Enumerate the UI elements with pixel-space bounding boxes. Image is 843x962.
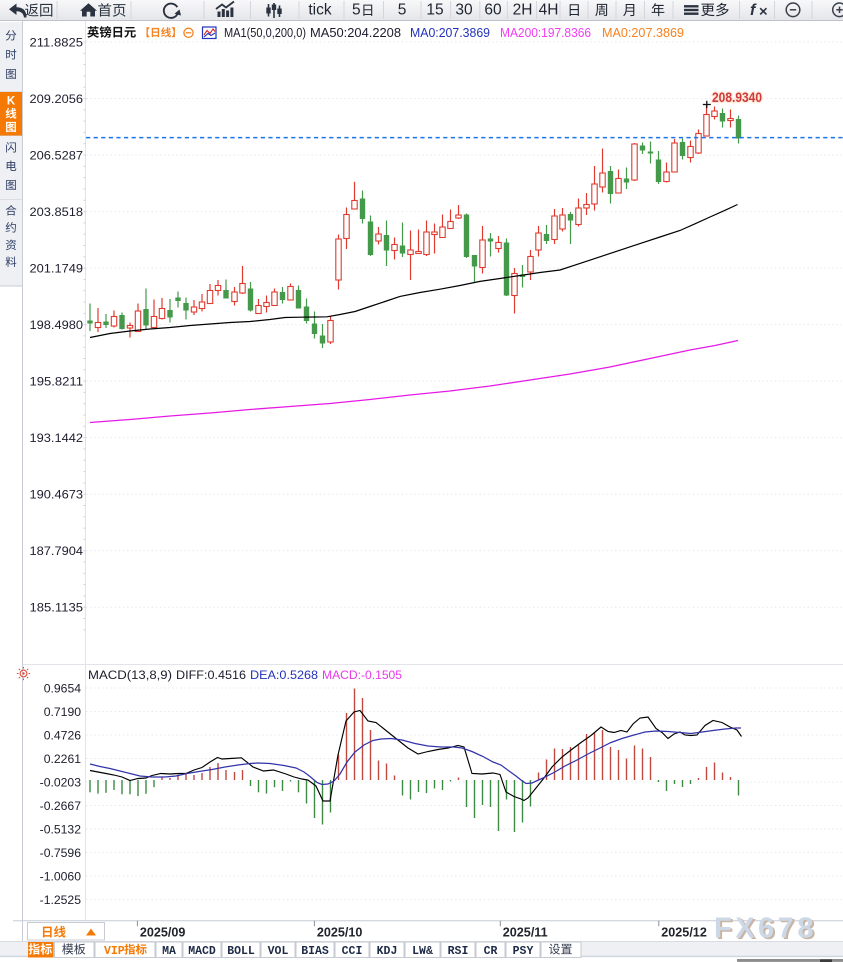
svg-text:MA: MA: [162, 945, 176, 958]
svg-text:187.7904: 187.7904: [30, 544, 84, 558]
svg-text:MA200:197.8366: MA200:197.8366: [500, 26, 591, 40]
svg-text:195.8211: 195.8211: [30, 374, 84, 388]
svg-text:5: 5: [352, 2, 361, 19]
svg-text:MA50:204.2208: MA50:204.2208: [310, 26, 401, 40]
svg-text:0.7190: 0.7190: [44, 705, 81, 719]
svg-text:RSI: RSI: [448, 945, 469, 958]
svg-text:MA1(50,0,200,0): MA1(50,0,200,0): [224, 26, 306, 40]
svg-text:MA0:207.3869: MA0:207.3869: [602, 26, 684, 40]
svg-text:206.5287: 206.5287: [30, 148, 84, 162]
svg-text:tick: tick: [308, 2, 332, 19]
svg-text:2H: 2H: [513, 2, 533, 19]
svg-text:0.4726: 0.4726: [44, 728, 81, 742]
svg-text:2025/10: 2025/10: [317, 926, 363, 940]
svg-text:30: 30: [455, 2, 473, 19]
svg-text:MACD: MACD: [188, 945, 216, 958]
svg-text:0.2261: 0.2261: [44, 752, 81, 766]
svg-text:BOLL: BOLL: [227, 945, 255, 958]
svg-text:193.1442: 193.1442: [30, 431, 84, 445]
svg-text:211.8825: 211.8825: [30, 35, 84, 49]
svg-text:-0.2667: -0.2667: [40, 799, 82, 813]
svg-text:190.4673: 190.4673: [30, 488, 84, 502]
svg-text:DEA:0.5268: DEA:0.5268: [250, 668, 318, 682]
svg-text:-0.5132: -0.5132: [40, 822, 82, 836]
svg-text:0.9654: 0.9654: [44, 681, 81, 695]
svg-text:MACD(13,8,9): MACD(13,8,9): [88, 668, 172, 682]
svg-text:CR: CR: [484, 945, 498, 958]
svg-text:MA0:207.3869: MA0:207.3869: [410, 26, 490, 40]
svg-text:15: 15: [426, 2, 443, 19]
svg-text:-0.7596: -0.7596: [40, 846, 82, 860]
svg-text:FX678: FX678: [714, 913, 817, 945]
svg-text:-0.0203: -0.0203: [40, 775, 82, 789]
svg-text:2025/11: 2025/11: [503, 926, 548, 940]
svg-text:-1.2525: -1.2525: [40, 893, 82, 907]
svg-text:LW&: LW&: [412, 945, 433, 958]
svg-text:60: 60: [484, 2, 502, 19]
svg-text:209.2056: 209.2056: [30, 92, 84, 106]
svg-text:BIAS: BIAS: [301, 945, 329, 958]
svg-text:201.1749: 201.1749: [30, 261, 84, 275]
svg-text:203.8518: 203.8518: [30, 205, 84, 219]
svg-text:VOL: VOL: [268, 945, 289, 958]
svg-text:MACD:-0.1505: MACD:-0.1505: [322, 668, 402, 682]
svg-text:198.4980: 198.4980: [30, 318, 84, 332]
svg-text:5: 5: [398, 2, 407, 19]
svg-text:2025/09: 2025/09: [140, 926, 186, 940]
svg-text:208.9340: 208.9340: [712, 90, 762, 105]
svg-text:-1.0060: -1.0060: [40, 869, 82, 883]
svg-text:4H: 4H: [539, 2, 559, 19]
svg-text:K: K: [7, 96, 16, 108]
svg-text:✕: ✕: [759, 7, 769, 19]
svg-text:2025/12: 2025/12: [661, 926, 707, 940]
svg-text:DIFF:0.4516: DIFF:0.4516: [176, 668, 246, 682]
svg-text:KDJ: KDJ: [377, 945, 398, 958]
svg-text:CCI: CCI: [342, 945, 363, 958]
svg-text:VIP: VIP: [104, 945, 125, 958]
svg-text:FX678: FX678: [716, 914, 819, 946]
svg-text:PSY: PSY: [513, 945, 534, 958]
svg-text:185.1135: 185.1135: [30, 601, 84, 615]
svg-text:f: f: [750, 2, 757, 19]
